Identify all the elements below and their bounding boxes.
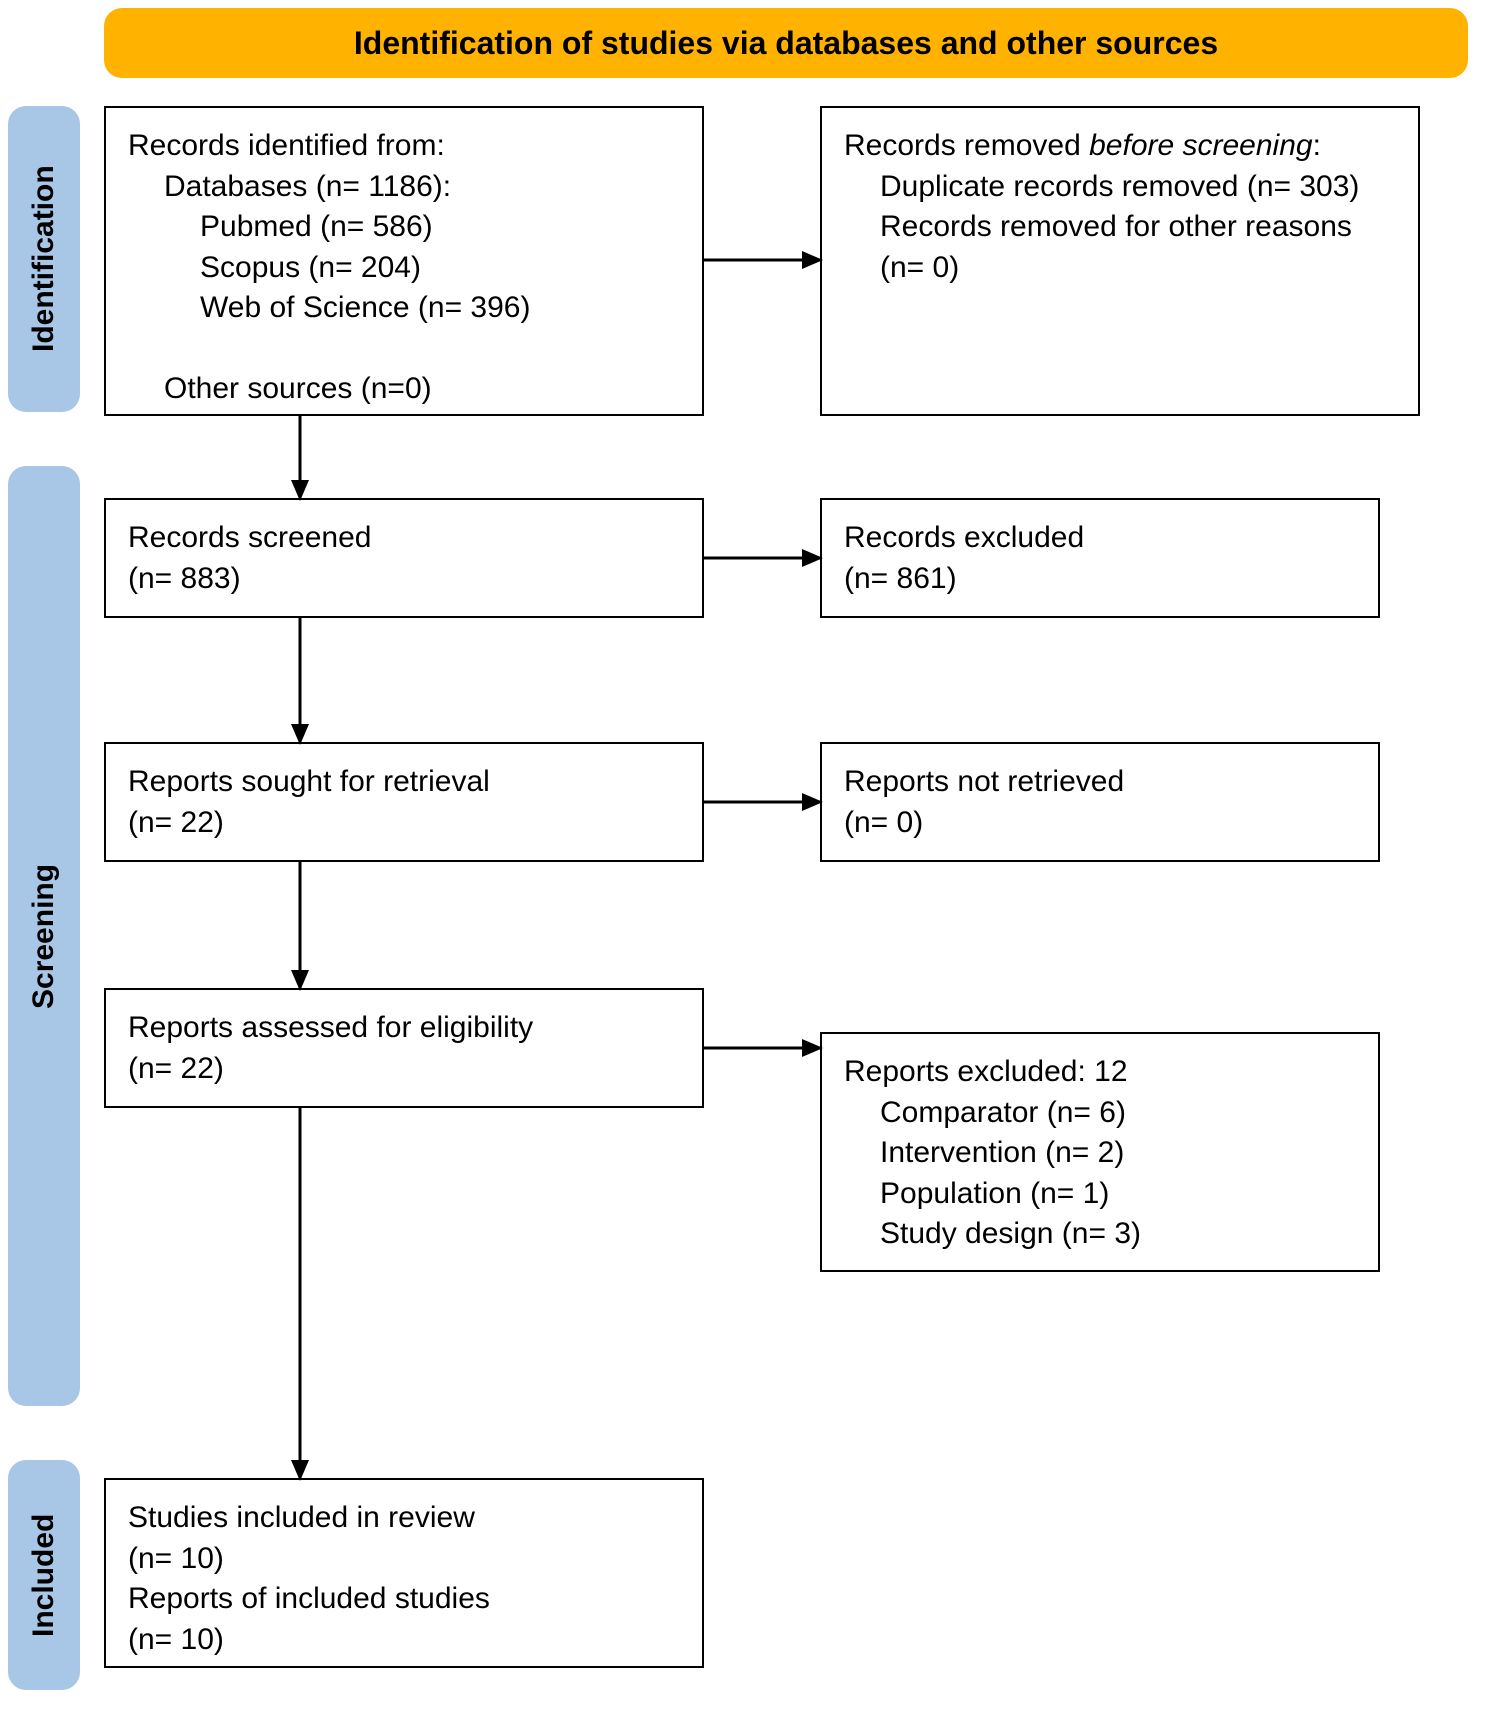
text-excluded-l2: (n= 861) <box>844 559 1356 600</box>
text-removed-title-c: : <box>1313 129 1321 162</box>
text-removed-title-a: Records removed <box>844 129 1089 162</box>
text-notret-l1: Reports not retrieved <box>844 762 1356 803</box>
phase-included-label: Included <box>27 1513 61 1636</box>
text-screened-l1: Records screened <box>128 518 680 559</box>
text-duplicates-removed: Duplicate records removed (n= 303) <box>844 167 1396 208</box>
text-sought-l1: Reports sought for retrieval <box>128 762 680 803</box>
text-scopus: Scopus (n= 204) <box>128 248 680 289</box>
box-records-excluded: Records excluded (n= 861) <box>820 498 1380 618</box>
text-assessed-l1: Reports assessed for eligibility <box>128 1008 680 1049</box>
text-notret-l2: (n= 0) <box>844 803 1356 844</box>
text-removed-title: Records removed before screening: <box>844 126 1396 167</box>
text-excluded-l1: Records excluded <box>844 518 1356 559</box>
spacer <box>128 329 680 370</box>
text-exclelig-r2: Intervention (n= 2) <box>844 1133 1356 1174</box>
header-text: Identification of studies via databases … <box>354 25 1218 62</box>
text-exclelig-r1: Comparator (n= 6) <box>844 1093 1356 1134</box>
box-records-removed-before-screening: Records removed before screening: Duplic… <box>820 106 1420 416</box>
box-records-identified: Records identified from: Databases (n= 1… <box>104 106 704 416</box>
text-included-l1: Studies included in review <box>128 1498 680 1539</box>
text-included-l3: Reports of included studies <box>128 1579 680 1620</box>
text-assessed-l2: (n= 22) <box>128 1049 680 1090</box>
text-exclelig-title: Reports excluded: 12 <box>844 1052 1356 1093</box>
text-exclelig-r4: Study design (n= 3) <box>844 1214 1356 1255</box>
text-wos: Web of Science (n= 396) <box>128 288 680 329</box>
text-screened-l2: (n= 883) <box>128 559 680 600</box>
box-records-screened: Records screened (n= 883) <box>104 498 704 618</box>
text-included-l2: (n= 10) <box>128 1539 680 1580</box>
phase-screening: Screening <box>8 466 80 1406</box>
phase-identification-label: Identification <box>27 166 61 353</box>
text-databases-label: Databases (n= 1186): <box>128 167 680 208</box>
box-reports-not-retrieved: Reports not retrieved (n= 0) <box>820 742 1380 862</box>
box-reports-excluded-eligibility: Reports excluded: 12 Comparator (n= 6) I… <box>820 1032 1380 1272</box>
text-pubmed: Pubmed (n= 586) <box>128 207 680 248</box>
text-exclelig-r3: Population (n= 1) <box>844 1174 1356 1215</box>
phase-identification: Identification <box>8 106 80 412</box>
phase-included: Included <box>8 1460 80 1690</box>
box-reports-sought: Reports sought for retrieval (n= 22) <box>104 742 704 862</box>
text-included-l4: (n= 10) <box>128 1620 680 1661</box>
text-sought-l2: (n= 22) <box>128 803 680 844</box>
prisma-flow-diagram: Identification of studies via databases … <box>0 0 1502 1722</box>
header-banner: Identification of studies via databases … <box>104 8 1468 78</box>
text-identified-title: Records identified from: <box>128 126 680 167</box>
text-removed-title-b: before screening <box>1089 129 1312 162</box>
text-other-sources: Other sources (n=0) <box>128 369 680 410</box>
box-studies-included: Studies included in review (n= 10) Repor… <box>104 1478 704 1668</box>
phase-screening-label: Screening <box>27 863 61 1008</box>
text-removed-other: Records removed for other reasons (n= 0) <box>844 207 1396 288</box>
box-reports-assessed: Reports assessed for eligibility (n= 22) <box>104 988 704 1108</box>
